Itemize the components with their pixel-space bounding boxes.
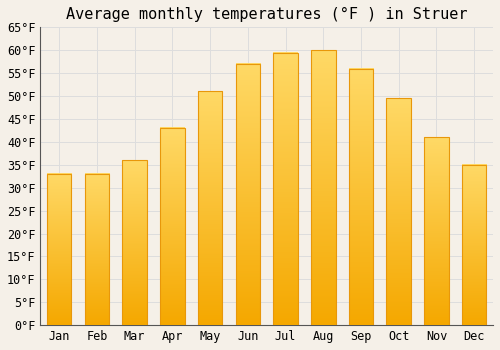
- Bar: [424, 137, 448, 325]
- Bar: [348, 69, 374, 325]
- Title: Average monthly temperatures (°F ) in Struer: Average monthly temperatures (°F ) in St…: [66, 7, 468, 22]
- Bar: [311, 50, 336, 325]
- Bar: [236, 64, 260, 325]
- Bar: [462, 165, 486, 325]
- Bar: [84, 174, 109, 325]
- Bar: [160, 128, 184, 325]
- Bar: [122, 160, 147, 325]
- Bar: [274, 52, 298, 325]
- Bar: [47, 174, 72, 325]
- Bar: [386, 98, 411, 325]
- Bar: [198, 91, 222, 325]
